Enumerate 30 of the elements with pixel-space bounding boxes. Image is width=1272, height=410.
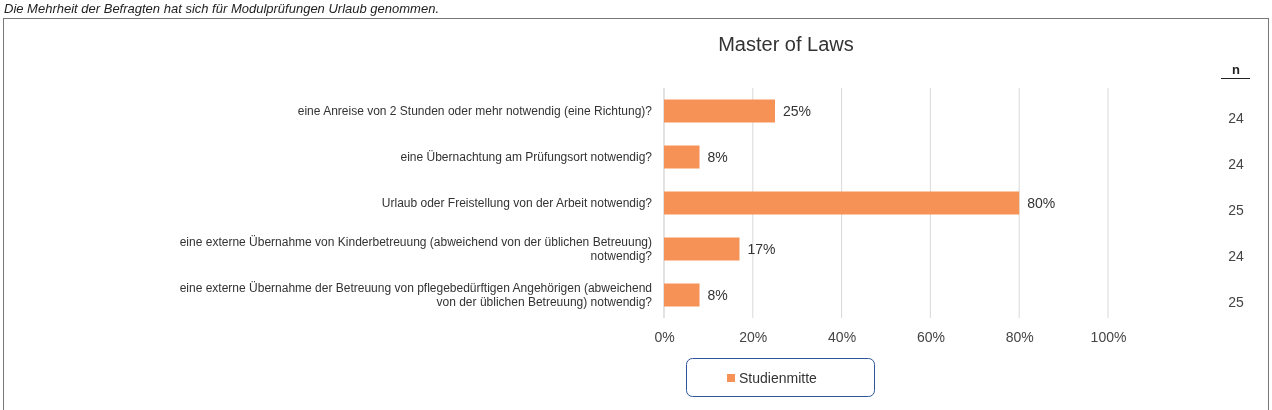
x-tick-label: 60%	[916, 328, 945, 345]
text: 8%	[707, 149, 728, 165]
y-tick-label: eine externe Übernahme der Betreuung von pflegebedürftigen Angehörigen (abweichend von der üblichen Betreuung) notwendig?	[179, 281, 653, 309]
text: Die Mehrheit der Befragten hat sich für Modulprüfungen Urlaub genommen.	[4, 1, 440, 16]
text: 80%	[1027, 195, 1056, 211]
y-tick-label: eine externe Übernahme von Kinderbetreuung (abweichend von der üblichen Betreuung) notwendig?	[179, 235, 653, 263]
bar	[664, 191, 1020, 215]
y-tick-label: eine Übernachtung am Prüfungsort notwendig?	[400, 150, 653, 164]
text: 17%	[747, 241, 776, 257]
x-tick-label: 40%	[828, 328, 857, 345]
legend-label: Studienmitte	[739, 370, 818, 386]
text: 25	[1228, 202, 1244, 218]
y-tick-label: Urlaub oder Freistellung von der Arbeit notwendig?	[381, 196, 653, 210]
x-tick-label: 80%	[1005, 328, 1034, 345]
x-tick-label: 20%	[739, 328, 768, 345]
bar	[664, 99, 775, 123]
text: 25	[1228, 294, 1244, 310]
bar	[664, 145, 700, 169]
bar	[664, 283, 700, 307]
bar	[664, 237, 740, 261]
text: 8%	[707, 287, 728, 303]
text: 24	[1228, 110, 1244, 126]
text: 24	[1228, 156, 1244, 172]
chart-title: Master of Laws	[718, 33, 854, 55]
x-tick-label: 100%	[1090, 328, 1127, 345]
x-tick-label: 0%	[654, 328, 675, 345]
text: 25%	[783, 103, 812, 119]
text: n	[1232, 62, 1241, 77]
y-tick-label: eine Anreise von 2 Stunden oder mehr notwendig (eine Richtung)?	[297, 104, 653, 118]
text: 24	[1228, 248, 1244, 264]
